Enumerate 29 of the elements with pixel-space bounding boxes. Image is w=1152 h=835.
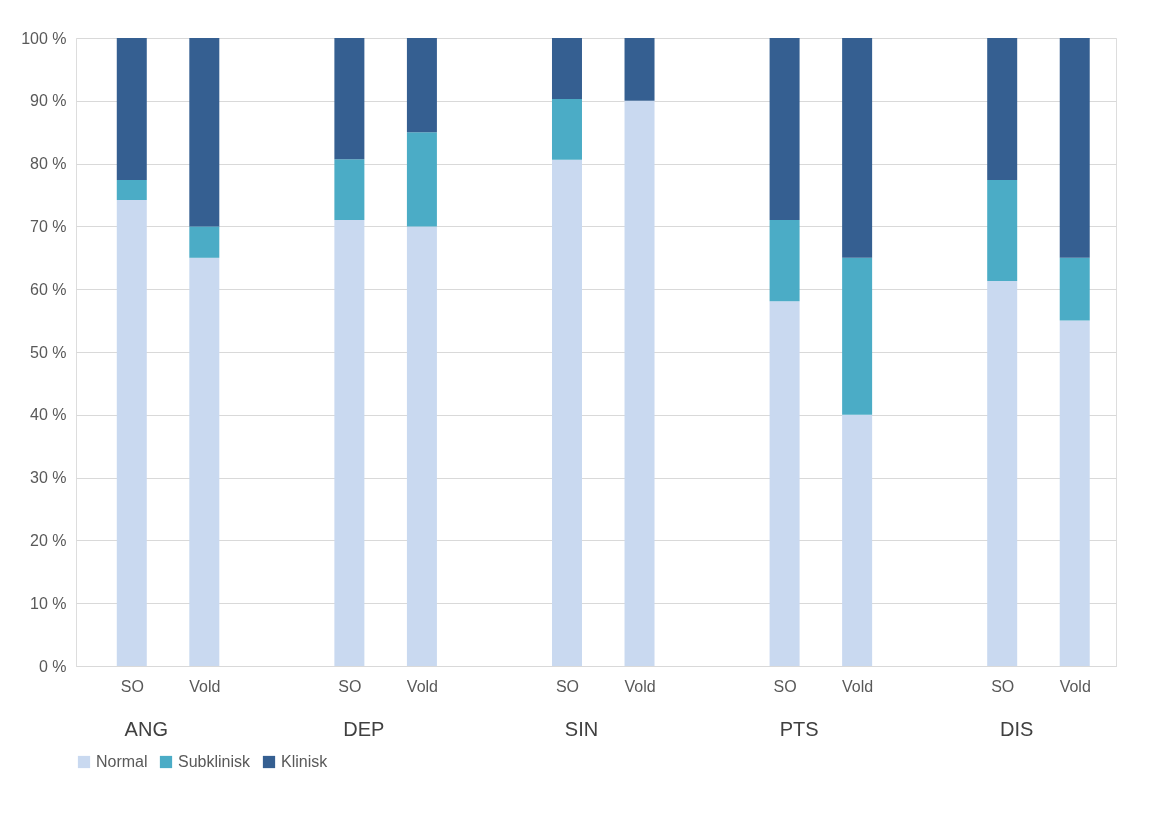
text: ANG bbox=[124, 718, 168, 740]
x-tick-label: SO bbox=[120, 677, 144, 695]
x-tick-label: SO bbox=[555, 677, 580, 695]
y-tick-label: 90 % bbox=[30, 92, 67, 110]
x-tick-label: Vold bbox=[1059, 677, 1091, 695]
x-tick-label: SO bbox=[773, 677, 797, 695]
y-tick-label: 70 % bbox=[30, 217, 67, 235]
y-tick-label: 10 % bbox=[30, 594, 67, 612]
y-tick-label: 0 % bbox=[38, 657, 67, 675]
x-tick-label: Vold bbox=[189, 677, 221, 695]
y-tick-label: 80 % bbox=[30, 155, 67, 173]
x-tick-label: Vold bbox=[842, 677, 874, 695]
x-tick-label: Vold bbox=[624, 677, 656, 695]
text: SIN bbox=[564, 718, 599, 740]
y-tick-label: 100 % bbox=[21, 29, 67, 47]
legend-label: Subklinisk bbox=[178, 753, 252, 770]
x-tick-label: Vold bbox=[406, 677, 438, 695]
y-tick-label: 50 % bbox=[30, 343, 67, 361]
x-tick-label: SO bbox=[338, 677, 362, 695]
y-tick-label: 40 % bbox=[30, 406, 67, 424]
y-tick-label: 20 % bbox=[30, 531, 67, 549]
text: DIS bbox=[1000, 718, 1034, 740]
y-tick-label: 30 % bbox=[30, 469, 67, 487]
text: DEP bbox=[343, 718, 385, 740]
legend-label: Normal bbox=[96, 753, 148, 770]
x-tick-label: SO bbox=[991, 677, 1015, 695]
text: PTS bbox=[779, 718, 819, 740]
legend-label: Klinisk bbox=[281, 753, 329, 770]
y-tick-label: 60 % bbox=[30, 280, 67, 298]
